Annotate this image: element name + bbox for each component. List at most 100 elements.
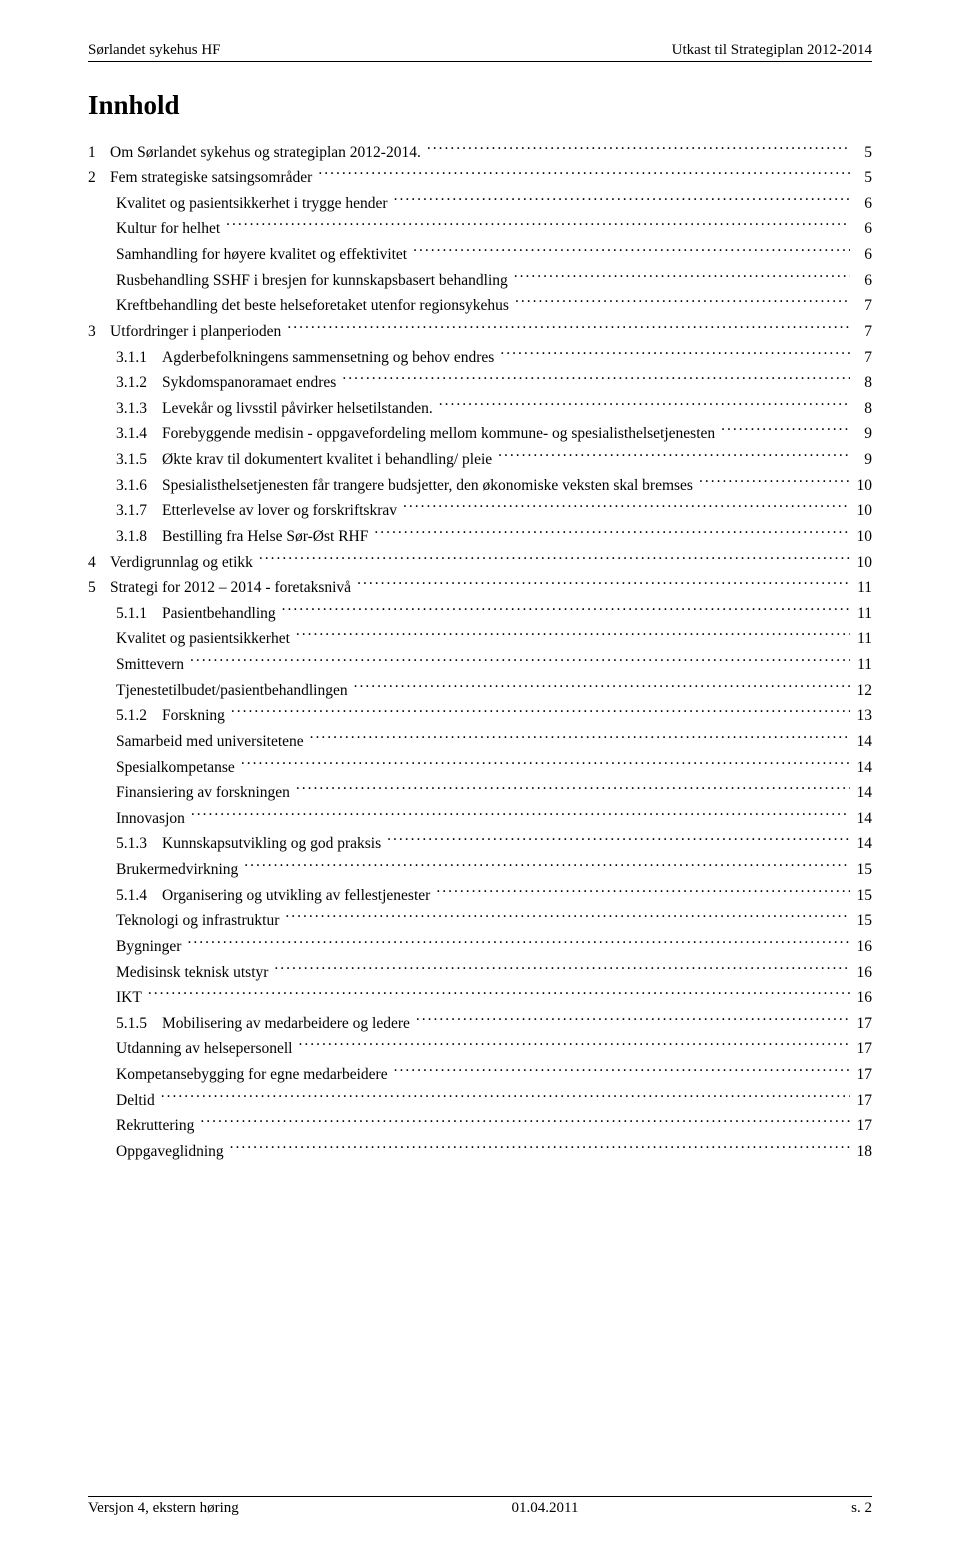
toc-entry[interactable]: Utdanning av helsepersonell 17	[88, 1038, 872, 1061]
toc-dot-leader	[387, 833, 850, 849]
toc-entry[interactable]: 5.1.1Pasientbehandling11	[88, 602, 872, 625]
toc-entry[interactable]: Tjenestetilbudet/pasientbehandlingen12	[88, 679, 872, 702]
toc-entry-label: Agderbefolkningens sammensetning og beho…	[162, 347, 500, 370]
document-page: Sørlandet sykehus HF Utkast til Strategi…	[0, 0, 960, 1553]
toc-entry[interactable]: Brukermedvirkning15	[88, 859, 872, 882]
toc-entry[interactable]: 3.1.8Bestilling fra Helse Sør-Øst RHF10	[88, 525, 872, 548]
toc-entry-label: Kultur for helhet	[116, 218, 226, 241]
toc-entry-page: 14	[850, 808, 872, 831]
toc-dot-leader	[354, 679, 850, 695]
toc-entry[interactable]: 5.1.4Organisering og utvikling av felles…	[88, 884, 872, 907]
toc-entry-label: Samarbeid med universitetene	[116, 731, 310, 754]
toc-entry[interactable]: Deltid17	[88, 1089, 872, 1112]
toc-entry[interactable]: 3.1.1Agderbefolkningens sammensetning og…	[88, 346, 872, 369]
toc-dot-leader	[148, 987, 850, 1003]
toc-entry[interactable]: 5Strategi for 2012 – 2014 - foretaksnivå…	[88, 577, 872, 600]
toc-entry[interactable]: 5.1.5Mobilisering av medarbeidere og led…	[88, 1012, 872, 1035]
toc-entry-label: Organisering og utvikling av fellestjene…	[162, 885, 436, 908]
footer-left: Versjon 4, ekstern høring	[88, 1500, 239, 1517]
toc-entry[interactable]: Kultur for helhet6	[88, 218, 872, 241]
toc-entry[interactable]: 3.1.3Levekår og livsstil påvirker helset…	[88, 397, 872, 420]
toc-entry[interactable]: Teknologi og infrastruktur15	[88, 910, 872, 933]
toc-entry-label: Rekruttering	[116, 1115, 200, 1138]
toc-entry[interactable]: Medisinsk teknisk utstyr16	[88, 961, 872, 984]
toc-entry-label: Etterlevelse av lover og forskriftskrav	[162, 500, 403, 523]
toc-entry[interactable]: 3.1.5Økte krav til dokumentert kvalitet …	[88, 449, 872, 472]
toc-entry[interactable]: Innovasjon 14	[88, 807, 872, 830]
toc-entry[interactable]: Samarbeid med universitetene 14	[88, 730, 872, 753]
toc-entry-page: 6	[850, 244, 872, 267]
toc-entry[interactable]: Samhandling for høyere kvalitet og effek…	[88, 244, 872, 267]
toc-entry-label: Tjenestetilbudet/pasientbehandlingen	[116, 680, 354, 703]
toc-entry[interactable]: Bygninger16	[88, 935, 872, 958]
header-left: Sørlandet sykehus HF	[88, 42, 221, 59]
toc-dot-leader	[190, 654, 850, 670]
toc-entry-number: 2	[88, 167, 110, 190]
toc-entry[interactable]: IKT16	[88, 987, 872, 1010]
toc-entry-number: 4	[88, 552, 110, 575]
toc-entry-page: 7	[850, 347, 872, 370]
toc-dot-leader	[394, 192, 850, 208]
toc-entry[interactable]: Rekruttering 17	[88, 1115, 872, 1138]
toc-entry-label: Sykdomspanoramaet endres	[162, 372, 342, 395]
toc-entry-label: Utdanning av helsepersonell	[116, 1038, 298, 1061]
toc-entry-page: 9	[850, 423, 872, 446]
toc-entry-page: 8	[850, 372, 872, 395]
toc-entry-label: Medisinsk teknisk utstyr	[116, 962, 274, 985]
toc-entry-page: 10	[850, 526, 872, 549]
toc-entry-page: 17	[850, 1013, 872, 1036]
toc-entry[interactable]: 3.1.2Sykdomspanoramaet endres 8	[88, 372, 872, 395]
toc-entry-label: Samhandling for høyere kvalitet og effek…	[116, 244, 413, 267]
toc-entry-page: 17	[850, 1038, 872, 1061]
toc-entry-label: Forskning	[162, 705, 231, 728]
toc-entry[interactable]: Rusbehandling SSHF i bresjen for kunnska…	[88, 269, 872, 292]
toc-dot-leader	[427, 141, 850, 157]
toc-entry[interactable]: Kreftbehandling det beste helseforetaket…	[88, 295, 872, 318]
toc-entry-label: Spesialisthelsetjenesten får trangere bu…	[162, 475, 699, 498]
page-title: Innhold	[88, 90, 872, 121]
toc-entry-page: 14	[850, 731, 872, 754]
toc-entry[interactable]: Kvalitet og pasientsikkerhet i trygge he…	[88, 192, 872, 215]
toc-dot-leader	[274, 961, 850, 977]
toc-entry-label: Pasientbehandling	[162, 603, 282, 626]
toc-entry-number: 3.1.1	[116, 347, 162, 370]
toc-entry[interactable]: Smittevern11	[88, 654, 872, 677]
toc-entry-page: 6	[850, 193, 872, 216]
toc-entry-label: Bygninger	[116, 936, 187, 959]
toc-entry-label: IKT	[116, 987, 148, 1010]
toc-entry-page: 11	[850, 654, 872, 677]
toc-dot-leader	[394, 1064, 850, 1080]
toc-entry-number: 3.1.2	[116, 372, 162, 395]
toc-dot-leader	[515, 295, 850, 311]
toc-entry-number: 5	[88, 577, 110, 600]
toc-dot-leader	[342, 372, 850, 388]
toc-dot-leader	[439, 397, 850, 413]
toc-entry[interactable]: 1Om Sørlandet sykehus og strategiplan 20…	[88, 141, 872, 164]
toc-entry-label: Utfordringer i planperioden	[110, 321, 287, 344]
toc-entry[interactable]: 5.1.2Forskning13	[88, 705, 872, 728]
toc-dot-leader	[282, 602, 850, 618]
toc-entry[interactable]: Kompetansebygging for egne medarbeidere1…	[88, 1064, 872, 1087]
toc-entry[interactable]: 3Utfordringer i planperioden7	[88, 320, 872, 343]
toc-entry[interactable]: Finansiering av forskningen14	[88, 782, 872, 805]
toc-entry-page: 17	[850, 1115, 872, 1138]
toc-entry[interactable]: 4Verdigrunnlag og etikk10	[88, 551, 872, 574]
toc-entry[interactable]: 3.1.7Etterlevelse av lover og forskrifts…	[88, 500, 872, 523]
toc-entry[interactable]: Kvalitet og pasientsikkerhet11	[88, 628, 872, 651]
toc-entry-page: 5	[850, 142, 872, 165]
toc-entry[interactable]: Spesialkompetanse14	[88, 756, 872, 779]
toc-entry-label: Bestilling fra Helse Sør-Øst RHF	[162, 526, 374, 549]
toc-entry[interactable]: 3.1.4Forebyggende medisin - oppgaveforde…	[88, 423, 872, 446]
toc-dot-leader	[191, 807, 850, 823]
toc-dot-leader	[318, 167, 850, 183]
toc-entry[interactable]: 3.1.6Spesialisthelsetjenesten får trange…	[88, 474, 872, 497]
toc-entry[interactable]: Oppgaveglidning18	[88, 1140, 872, 1163]
toc-entry-number: 5.1.3	[116, 833, 162, 856]
toc-entry[interactable]: 2Fem strategiske satsingsområder5	[88, 167, 872, 190]
toc-dot-leader	[241, 756, 850, 772]
toc-entry-page: 15	[850, 910, 872, 933]
toc-entry-label: Kunnskapsutvikling og god praksis	[162, 833, 387, 856]
toc-entry[interactable]: 5.1.3Kunnskapsutvikling og god praksis14	[88, 833, 872, 856]
toc-entry-label: Innovasjon	[116, 808, 191, 831]
toc-entry-page: 6	[850, 270, 872, 293]
